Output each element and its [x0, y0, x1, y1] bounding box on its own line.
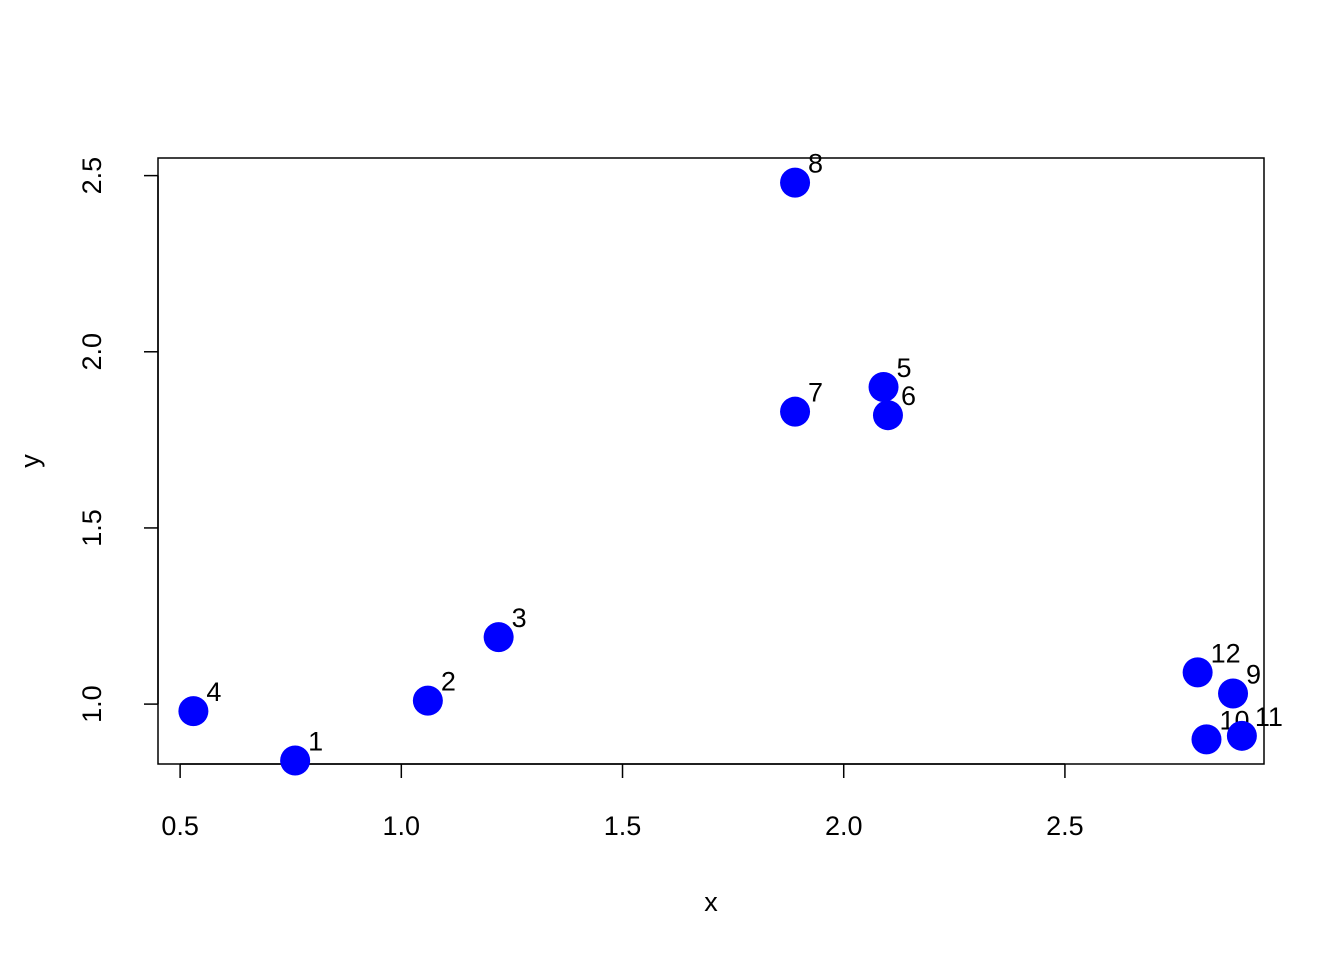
- data-point: [483, 622, 514, 653]
- point-label: 12: [1211, 638, 1241, 668]
- y-tick-label: 2.0: [77, 333, 107, 371]
- y-tick-label: 2.5: [77, 157, 107, 195]
- x-tick-label: 2.0: [825, 811, 863, 841]
- point-label: 4: [206, 677, 221, 707]
- point-label: 1: [308, 726, 323, 756]
- data-point: [178, 696, 209, 727]
- point-label: 8: [808, 149, 823, 179]
- y-tick-label: 1.5: [77, 509, 107, 547]
- point-label: 7: [808, 378, 823, 408]
- data-point: [1191, 724, 1222, 755]
- point-label: 6: [901, 381, 916, 411]
- x-tick-label: 2.5: [1046, 811, 1084, 841]
- data-point: [412, 685, 443, 716]
- data-point: [280, 745, 311, 776]
- data-point: [1218, 678, 1249, 709]
- point-label: 2: [441, 667, 456, 697]
- point-label: 11: [1255, 702, 1283, 732]
- point-label: 3: [512, 603, 527, 633]
- plot-frame: [157, 157, 1265, 765]
- x-tick-label: 1.5: [604, 811, 642, 841]
- y-tick-label: 1.0: [77, 685, 107, 723]
- data-point: [780, 167, 811, 198]
- y-axis: 1.0 1.5 2.0 2.5: [77, 157, 159, 723]
- point-label: 9: [1246, 660, 1261, 690]
- y-axis-title: y: [15, 454, 45, 468]
- x-tick-label: 1.0: [383, 811, 421, 841]
- x-axis-title: x: [704, 887, 718, 917]
- point-label: 5: [897, 353, 912, 383]
- data-point: [868, 372, 899, 403]
- x-tick-label: 0.5: [161, 811, 199, 841]
- data-point: [1226, 720, 1257, 751]
- x-axis: 0.5 1.0 1.5 2.0 2.5: [161, 763, 1084, 841]
- data-point: [1182, 657, 1213, 688]
- data-point: [872, 400, 903, 431]
- data-point: [780, 396, 811, 427]
